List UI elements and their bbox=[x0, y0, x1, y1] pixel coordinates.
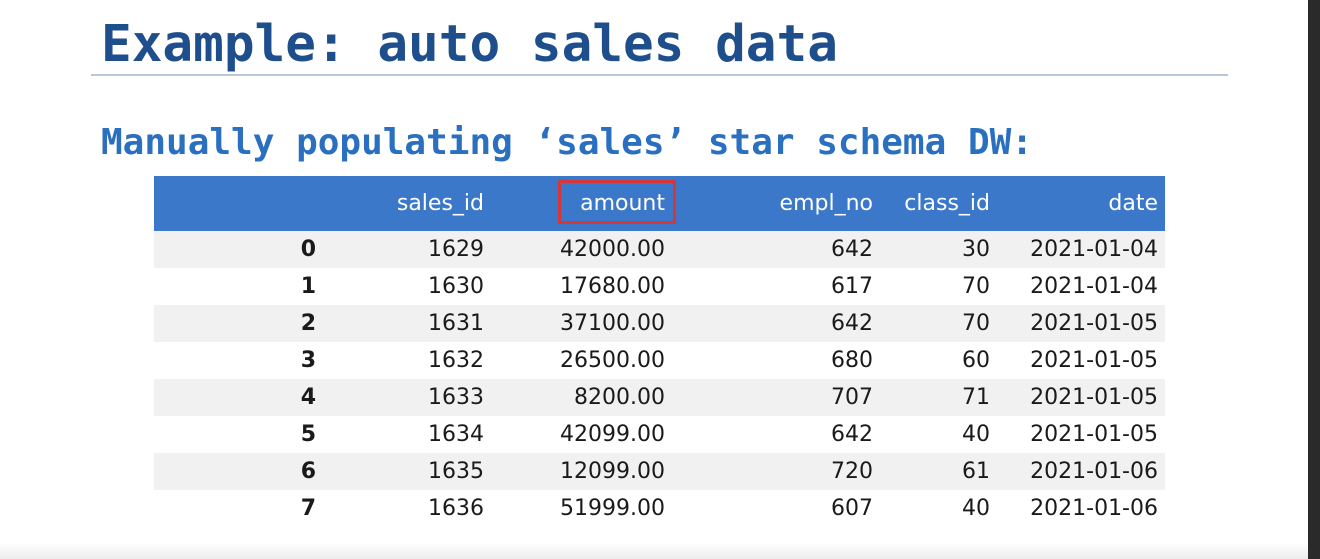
cell-sales-id: 1635 bbox=[428, 459, 484, 484]
cell-empl-no: 720 bbox=[831, 459, 873, 484]
cell-amount: 8200.00 bbox=[574, 385, 665, 410]
cell-date: 2021-01-05 bbox=[1030, 348, 1158, 373]
cell-date: 2021-01-05 bbox=[1030, 385, 1158, 410]
header-sales-id: sales_id bbox=[396, 191, 484, 216]
table-row: 0 1629 42000.00 642 30 2021-01-04 bbox=[154, 231, 1165, 268]
cell-class-id: 30 bbox=[962, 237, 990, 262]
table-row: 1 1630 17680.00 617 70 2021-01-04 bbox=[154, 268, 1165, 305]
cell-index: 7 bbox=[300, 496, 316, 521]
cell-index: 3 bbox=[300, 348, 316, 373]
cell-sales-id: 1630 bbox=[428, 274, 484, 299]
table-row: 5 1634 42099.00 642 40 2021-01-05 bbox=[154, 416, 1165, 453]
cell-sales-id: 1631 bbox=[428, 311, 484, 336]
cell-sales-id: 1632 bbox=[428, 348, 484, 373]
header-index bbox=[154, 176, 316, 231]
cell-empl-no: 642 bbox=[831, 311, 873, 336]
cell-date: 2021-01-06 bbox=[1030, 496, 1158, 521]
cell-amount: 37100.00 bbox=[560, 311, 665, 336]
cell-sales-id: 1633 bbox=[428, 385, 484, 410]
table-header-row: sales_id amount empl_no class_id date bbox=[154, 176, 1165, 231]
cell-amount: 51999.00 bbox=[560, 496, 665, 521]
slide-subtitle: Manually populating ‘sales’ star schema … bbox=[101, 122, 1033, 163]
cell-amount: 17680.00 bbox=[560, 274, 665, 299]
cell-class-id: 71 bbox=[962, 385, 990, 410]
cell-class-id: 40 bbox=[962, 496, 990, 521]
cell-index: 2 bbox=[300, 311, 316, 336]
amount-highlight-box bbox=[558, 180, 676, 224]
cell-index: 4 bbox=[300, 385, 316, 410]
table-body: 0 1629 42000.00 642 30 2021-01-04 1 1630 17680.0… bbox=[154, 231, 1165, 527]
cell-empl-no: 642 bbox=[831, 422, 873, 447]
cell-amount: 12099.00 bbox=[560, 459, 665, 484]
cell-index: 6 bbox=[300, 459, 316, 484]
header-amount: amount bbox=[580, 191, 665, 216]
cell-empl-no: 680 bbox=[831, 348, 873, 373]
cell-date: 2021-01-05 bbox=[1030, 311, 1158, 336]
cell-date: 2021-01-04 bbox=[1030, 237, 1158, 262]
cell-class-id: 60 bbox=[962, 348, 990, 373]
window-edge bbox=[1308, 0, 1320, 559]
cell-amount: 26500.00 bbox=[560, 348, 665, 373]
cell-date: 2021-01-06 bbox=[1030, 459, 1158, 484]
cell-empl-no: 617 bbox=[831, 274, 873, 299]
cell-sales-id: 1636 bbox=[428, 496, 484, 521]
cell-date: 2021-01-04 bbox=[1030, 274, 1158, 299]
header-empl-no: empl_no bbox=[779, 191, 873, 216]
cell-class-id: 40 bbox=[962, 422, 990, 447]
cell-empl-no: 607 bbox=[831, 496, 873, 521]
cell-amount: 42099.00 bbox=[560, 422, 665, 447]
header-date: date bbox=[1108, 191, 1158, 216]
table-row: 2 1631 37100.00 642 70 2021-01-05 bbox=[154, 305, 1165, 342]
cell-empl-no: 707 bbox=[831, 385, 873, 410]
cell-date: 2021-01-05 bbox=[1030, 422, 1158, 447]
cell-amount: 42000.00 bbox=[560, 237, 665, 262]
table-row: 6 1635 12099.00 720 61 2021-01-06 bbox=[154, 453, 1165, 490]
cell-class-id: 70 bbox=[962, 274, 990, 299]
slide-title: Example: auto sales data bbox=[101, 15, 838, 74]
table-row: 4 1633 8200.00 707 71 2021-01-05 bbox=[154, 379, 1165, 416]
title-divider bbox=[91, 74, 1228, 76]
cell-index: 0 bbox=[300, 237, 316, 262]
table-row: 3 1632 26500.00 680 60 2021-01-05 bbox=[154, 342, 1165, 379]
cell-class-id: 70 bbox=[962, 311, 990, 336]
cell-sales-id: 1634 bbox=[428, 422, 484, 447]
sales-table: sales_id amount empl_no class_id date 0 1… bbox=[154, 176, 1165, 527]
cell-sales-id: 1629 bbox=[428, 237, 484, 262]
cell-empl-no: 642 bbox=[831, 237, 873, 262]
cell-class-id: 61 bbox=[962, 459, 990, 484]
cell-index: 5 bbox=[300, 422, 316, 447]
cell-index: 1 bbox=[300, 274, 316, 299]
header-class-id: class_id bbox=[904, 191, 990, 216]
bottom-fade bbox=[0, 543, 1308, 559]
table-row: 7 1636 51999.00 607 40 2021-01-06 bbox=[154, 490, 1165, 527]
